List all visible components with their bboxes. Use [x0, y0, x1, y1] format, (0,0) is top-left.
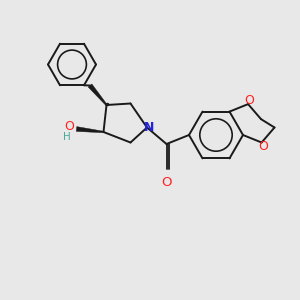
- Text: H: H: [63, 131, 71, 142]
- Text: O: O: [64, 120, 74, 133]
- Text: N: N: [144, 121, 154, 134]
- Text: O: O: [161, 176, 172, 188]
- Text: O: O: [245, 94, 254, 107]
- Polygon shape: [76, 127, 104, 133]
- Polygon shape: [88, 84, 107, 106]
- Text: O: O: [258, 140, 268, 153]
